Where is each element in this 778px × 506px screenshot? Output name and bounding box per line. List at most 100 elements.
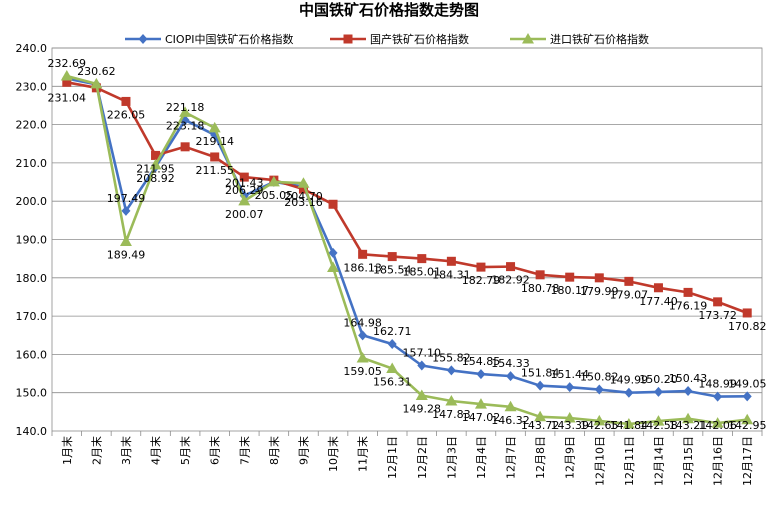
data-point xyxy=(387,339,397,350)
data-label: 170.82 xyxy=(728,320,767,333)
x-tick-label: 9月末 xyxy=(296,436,310,465)
data-label: 177.40 xyxy=(639,295,678,308)
data-point xyxy=(594,273,604,283)
y-tick-label: 150.0 xyxy=(16,387,48,400)
data-point xyxy=(711,417,724,428)
data-point xyxy=(298,184,308,194)
data-point xyxy=(297,177,310,188)
data-point xyxy=(741,413,754,425)
data-label: 203.16 xyxy=(284,196,323,209)
x-tick-label: 11月末 xyxy=(356,436,370,472)
data-point xyxy=(90,77,103,89)
x-tick-label: 2月末 xyxy=(89,436,103,465)
series-line xyxy=(66,74,748,426)
data-point xyxy=(653,386,663,397)
data-label: 221.18 xyxy=(166,101,205,114)
data-point xyxy=(238,194,251,206)
data-label: 208.92 xyxy=(136,172,175,185)
y-tick-label: 170.0 xyxy=(16,310,48,323)
data-label: 182.92 xyxy=(491,274,530,287)
data-label: 223.18 xyxy=(166,119,205,132)
x-tick-label: 12月1日 xyxy=(386,436,399,479)
data-point xyxy=(652,415,665,426)
data-point xyxy=(151,150,161,160)
data-point xyxy=(119,235,132,246)
data-label: 186.13 xyxy=(343,261,382,274)
y-tick-label: 140.0 xyxy=(16,425,48,438)
data-point xyxy=(356,352,369,363)
x-tick-label: 10月末 xyxy=(326,436,340,472)
data-label: 154.33 xyxy=(491,357,530,370)
data-label: 219.14 xyxy=(195,135,234,148)
data-label: 148.99 xyxy=(698,378,737,391)
data-label: 142.58 xyxy=(639,419,678,432)
data-point xyxy=(476,369,486,380)
x-tick-label: 12月8日 xyxy=(534,436,547,479)
data-label: 162.71 xyxy=(373,325,412,338)
data-point xyxy=(683,287,693,297)
x-tick-label: 12月9日 xyxy=(564,436,577,479)
data-label: 147.83 xyxy=(432,408,471,421)
data-point xyxy=(328,199,338,209)
data-label: 180.78 xyxy=(521,282,560,295)
x-tick-label: 12月2日 xyxy=(416,436,429,479)
x-tick-label: 12月14日 xyxy=(652,436,665,486)
data-point xyxy=(593,414,606,426)
data-label: 197.49 xyxy=(107,192,146,205)
data-point xyxy=(474,398,487,409)
data-label: 150.20 xyxy=(639,373,678,386)
legend: CIOPI中国铁矿石价格指数 国产铁矿石价格指数 进口铁矿石价格指数 xyxy=(125,32,649,46)
y-tick-label: 240.0 xyxy=(16,42,48,55)
data-point xyxy=(446,256,456,266)
data-point xyxy=(504,400,517,412)
x-tick-label: 12月10日 xyxy=(593,436,606,486)
data-point xyxy=(60,69,73,81)
data-point xyxy=(506,262,516,272)
x-tick-label: 12月17日 xyxy=(741,436,754,486)
data-point xyxy=(267,175,280,187)
data-point xyxy=(446,365,456,376)
data-label: 149.99 xyxy=(610,374,649,387)
data-point xyxy=(742,391,752,402)
y-tick-label: 230.0 xyxy=(16,80,48,93)
data-point xyxy=(594,384,604,395)
data-label: 189.49 xyxy=(107,248,146,261)
data-point xyxy=(208,121,221,133)
data-label: 147.02 xyxy=(462,411,501,424)
data-point xyxy=(358,330,368,341)
data-point xyxy=(62,77,72,87)
data-point xyxy=(180,142,190,152)
data-label: 179.07 xyxy=(610,288,649,301)
data-label: 164.98 xyxy=(343,316,382,329)
data-label: 200.07 xyxy=(225,208,264,221)
data-point xyxy=(387,252,397,262)
data-label: 143.72 xyxy=(521,419,560,432)
data-label: 150.82 xyxy=(580,371,619,384)
legend-label: 国产铁矿石价格指数 xyxy=(370,32,469,46)
data-point xyxy=(535,270,545,280)
y-tick-label: 160.0 xyxy=(16,348,48,361)
x-tick-label: 12月16日 xyxy=(712,436,725,486)
legend-marker xyxy=(343,34,353,44)
data-point xyxy=(565,382,575,393)
data-point xyxy=(210,152,220,162)
data-point xyxy=(179,106,192,117)
data-label: 157.10 xyxy=(403,347,442,360)
y-tick-label: 220.0 xyxy=(16,119,48,132)
data-point xyxy=(415,389,428,400)
data-label: 182.79 xyxy=(462,274,501,287)
x-tick-label: 6月末 xyxy=(208,436,222,465)
data-label: 173.72 xyxy=(698,309,737,322)
data-point xyxy=(417,360,427,371)
data-label: 142.65 xyxy=(580,419,619,432)
data-label: 142.95 xyxy=(728,419,767,432)
data-label: 211.55 xyxy=(195,164,234,177)
y-tick-label: 180.0 xyxy=(16,272,48,285)
x-tick-label: 3月末 xyxy=(119,436,133,465)
data-label: 143.39 xyxy=(550,419,589,432)
series-line xyxy=(66,81,748,315)
axes: 140.0 150.0 160.0 170.0 180.0 190.0 200.0 210.0… xyxy=(16,42,763,486)
legend-marker xyxy=(138,34,148,44)
